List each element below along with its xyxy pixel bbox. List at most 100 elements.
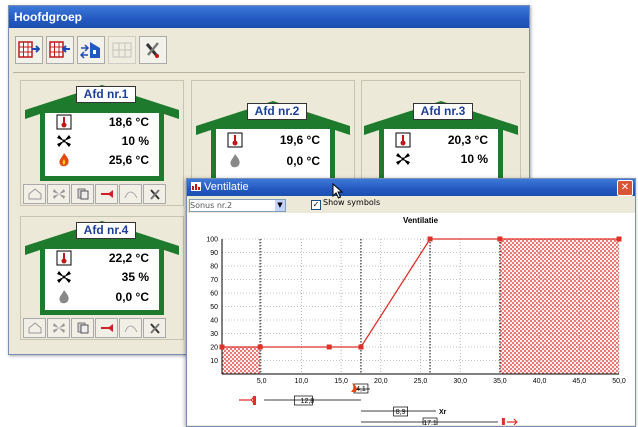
fan-settings-button[interactable] xyxy=(47,184,70,204)
department-label: Afd nr.2 xyxy=(247,103,307,120)
department-button-row xyxy=(23,318,166,338)
annotation-box xyxy=(422,417,438,425)
house-button[interactable] xyxy=(23,184,46,204)
house-icon xyxy=(28,188,41,200)
house-icon xyxy=(28,322,41,334)
y-tick-label: 100 xyxy=(206,237,218,244)
hatched-region xyxy=(499,239,619,374)
x-tick-label: 25,0 xyxy=(414,378,428,385)
toolbar xyxy=(15,36,167,64)
pages-button[interactable] xyxy=(71,184,94,204)
department-label: Afd nr.1 xyxy=(76,86,136,103)
x-tick-label: 5,0 xyxy=(257,378,267,385)
sensor-select[interactable]: Sonus nr.2 ▼ xyxy=(189,199,286,212)
pages-icon xyxy=(77,188,88,200)
curve-button[interactable] xyxy=(119,184,142,204)
fan-settings-button[interactable] xyxy=(47,318,70,338)
tools-button[interactable] xyxy=(139,36,167,64)
heating-value: 0,0 °C xyxy=(286,154,320,168)
ventilation-value: 10 % xyxy=(460,152,488,166)
y-tick-label: 60 xyxy=(210,291,218,298)
mouse-pointer-icon xyxy=(332,183,344,199)
annotation-label: 4,1 xyxy=(356,386,366,393)
hatched-region xyxy=(222,347,261,374)
annotation: 17,1 xyxy=(422,417,438,425)
curve-icon xyxy=(124,191,137,199)
fan-small-icon xyxy=(52,189,65,199)
house-button[interactable] xyxy=(23,318,46,338)
x-tick-label: 45,0 xyxy=(572,378,586,385)
y-tick-label: 70 xyxy=(210,277,218,284)
thermometer-icon xyxy=(56,114,72,130)
pages-icon xyxy=(77,322,88,334)
thermometer-icon xyxy=(395,132,411,148)
fan-small-icon xyxy=(52,323,65,333)
department-label: Afd nr.4 xyxy=(76,222,136,239)
y-tick-label: 20 xyxy=(210,345,218,352)
grid-add-icon xyxy=(18,41,40,58)
chart-window-titlebar: Ventilatie xyxy=(187,179,635,196)
close-button[interactable]: ✕ xyxy=(617,180,633,196)
grid-remove-icon xyxy=(49,41,70,58)
ventilation-value: 10 % xyxy=(121,134,149,148)
temperature-value: 22,2 °C xyxy=(108,251,149,265)
grid-add-button[interactable] xyxy=(15,36,43,64)
department-label: Afd nr.3 xyxy=(413,103,473,120)
heater-off-icon xyxy=(59,290,69,304)
fan-arrow xyxy=(506,418,518,425)
thermometer-icon xyxy=(56,250,72,266)
x-tick-label: 40,0 xyxy=(533,378,547,385)
tools-small-button[interactable] xyxy=(143,318,166,338)
heater-small-icon xyxy=(100,324,113,332)
tools-small-icon xyxy=(149,189,160,200)
thermometer-icon xyxy=(227,132,243,148)
tools-small-button[interactable] xyxy=(143,184,166,204)
y-tick-label: 90 xyxy=(210,250,218,257)
x-tick-label: 10,0 xyxy=(295,378,309,385)
annotation-box xyxy=(393,406,408,417)
tools-small-icon xyxy=(149,323,160,334)
heater-small-icon xyxy=(100,190,113,198)
x-tick-label: 30,0 xyxy=(453,378,467,385)
temperature-value: 18,6 °C xyxy=(108,115,149,129)
grid-disabled-button[interactable] xyxy=(108,36,136,64)
chart-window-title: Ventilatie xyxy=(204,181,249,193)
x-tick-label: 20,0 xyxy=(374,378,388,385)
x-tick-label: 15,0 xyxy=(334,378,348,385)
show-symbols-checkbox[interactable]: ✓ xyxy=(311,200,321,210)
department-panel-4[interactable]: Afd nr.4 22,2 °C 35 % 0,0 °C xyxy=(20,216,184,340)
y-tick-label: 40 xyxy=(210,318,218,325)
ventilation-value: 35 % xyxy=(121,270,149,284)
ventilation-chart: Ventilatie 5,0 10,0 15,0 20,0 25,0 30,0 35,0 40,… xyxy=(187,213,635,425)
heater-button[interactable] xyxy=(95,184,118,204)
grid-remove-button[interactable] xyxy=(46,36,74,64)
y-tick-label: 10 xyxy=(210,358,218,365)
data-point xyxy=(427,236,433,242)
house-arrows-button[interactable] xyxy=(77,36,105,64)
ventilation-window: Ventilatie ✕ Sonus nr.2 ▼ ✓ Show symbols … xyxy=(186,178,636,427)
curve-button[interactable] xyxy=(119,318,142,338)
data-point xyxy=(219,344,225,350)
fan-icon xyxy=(57,135,71,147)
heater-icon xyxy=(239,395,255,405)
chevron-down-icon: ▼ xyxy=(275,200,285,211)
x-tick-label: 35,0 xyxy=(493,378,507,385)
annotation-box xyxy=(294,395,313,406)
department-panel-1[interactable]: Afd nr.1 18,6 °C 10 % 25,6 °C xyxy=(20,80,184,206)
flame-icon xyxy=(350,383,357,392)
show-symbols-label: Show symbols xyxy=(323,198,381,207)
heater-bar xyxy=(253,396,256,405)
y-tick-label: 30 xyxy=(210,331,218,338)
data-point xyxy=(616,236,622,242)
data-point xyxy=(497,236,503,242)
heater-button[interactable] xyxy=(95,318,118,338)
x-tick-label: 50,0 xyxy=(612,378,626,385)
y-tick-label: 80 xyxy=(210,264,218,271)
data-point xyxy=(257,344,263,350)
pages-button[interactable] xyxy=(71,318,94,338)
heating-value: 0,0 °C xyxy=(115,290,149,304)
department-button-row xyxy=(23,184,166,204)
temperature-value: 19,6 °C xyxy=(279,133,320,147)
toolbar-separator xyxy=(13,72,525,73)
heater-icon xyxy=(59,153,69,167)
